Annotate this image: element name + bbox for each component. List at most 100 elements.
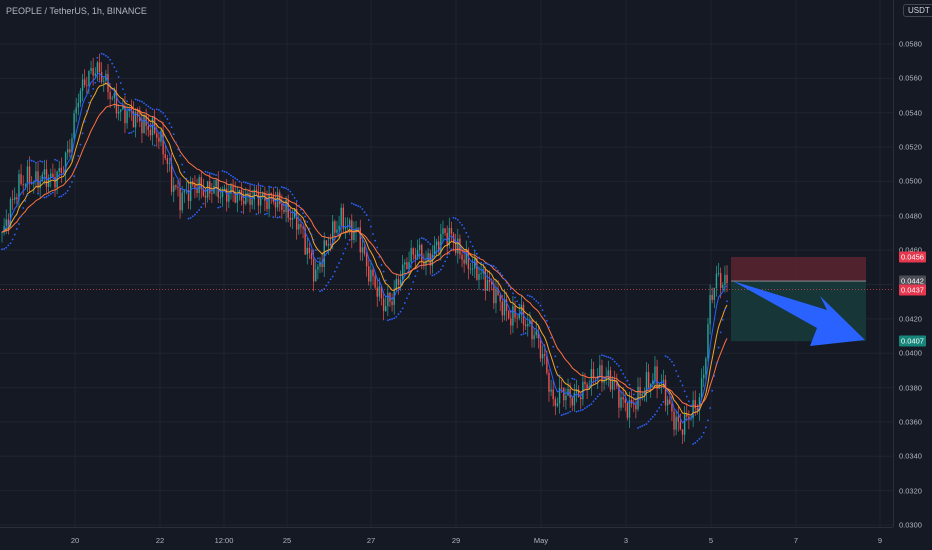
candle-body (558, 387, 561, 404)
sar-dot (645, 423, 648, 425)
sar-dot (145, 103, 148, 106)
sar-dot (372, 233, 374, 235)
sar-dot (141, 100, 143, 103)
currency-button[interactable]: USDT (903, 4, 932, 17)
candle-body (611, 380, 614, 390)
sar-dot (283, 186, 285, 189)
sar-dot (177, 148, 179, 151)
candle-body (298, 224, 300, 230)
sar-dot (554, 355, 557, 358)
candle-body (370, 269, 372, 282)
candle-body (249, 193, 251, 205)
candle-body (26, 166, 29, 185)
candle-body (168, 163, 171, 164)
ema-fast-line (1, 72, 728, 424)
candle-body (54, 177, 56, 188)
sar-dot (374, 239, 377, 242)
sar-dot (310, 233, 313, 236)
sar-dot (427, 241, 430, 243)
candle-body (450, 228, 453, 234)
candle-body (83, 79, 86, 85)
candle-body (461, 254, 463, 260)
candle-body (94, 73, 96, 76)
sar-dot (58, 196, 61, 198)
sar-dot (630, 388, 633, 391)
candle-body (247, 193, 249, 194)
sar-dot (172, 133, 175, 135)
sar-dot (707, 419, 709, 422)
candle-body (495, 288, 497, 304)
candle-body (266, 200, 268, 209)
candle-body (232, 185, 234, 192)
candle-body (24, 184, 27, 186)
candle-body (321, 262, 323, 267)
sar-dot (75, 165, 78, 168)
sar-dot (223, 170, 226, 173)
sar-dot (344, 247, 347, 250)
candle-body (713, 287, 716, 300)
sar-dot (121, 88, 124, 91)
price-tick-label: 0.0460 (899, 245, 922, 255)
candle-body (361, 247, 364, 253)
sar-dot (302, 212, 304, 215)
candle-body (365, 253, 368, 267)
candle-body (518, 314, 520, 319)
sar-dot (656, 410, 658, 413)
candle-body (151, 117, 154, 136)
candle-body (550, 389, 552, 392)
candle-body (92, 68, 94, 76)
sar-dot (1, 248, 3, 251)
candle-body (467, 249, 470, 270)
candle-body (86, 84, 88, 86)
candle-body (251, 199, 253, 205)
sar-dot (20, 215, 22, 218)
sar-dot (399, 310, 402, 313)
sar-dot (128, 132, 131, 135)
sar-dot (598, 393, 601, 396)
sar-dot (329, 278, 332, 281)
price-axis[interactable]: 0.0580 0.0560 0.0540 0.0520 0.0500 0.0480 0.04… (893, 0, 932, 530)
sar-dot (637, 427, 639, 429)
sar-dot (651, 415, 654, 418)
sar-dot (3, 248, 6, 250)
candle-body (620, 397, 622, 408)
sar-dot (353, 203, 355, 206)
sar-dot (505, 281, 508, 284)
chart-plot-area[interactable] (0, 0, 893, 527)
candle-body (317, 266, 319, 270)
candle-body (41, 174, 43, 182)
price-chart[interactable] (0, 0, 893, 527)
candle-body (618, 385, 620, 408)
candle-body (329, 243, 332, 245)
sar-dot (437, 270, 440, 273)
sar-dot (60, 195, 63, 198)
sar-dot (11, 238, 14, 241)
candle-body (122, 105, 124, 110)
sar-dot (47, 194, 50, 197)
candle-body (493, 284, 495, 304)
candle-body (406, 262, 408, 270)
time-axis[interactable]: 20 22 12:00 25 27 29 May 3 5 7 9 (0, 527, 893, 550)
sar-dot (626, 379, 629, 382)
candle-body (198, 177, 200, 194)
candle-body (7, 219, 10, 226)
sar-dot (533, 298, 536, 300)
sar-dot (83, 120, 86, 123)
sar-dot (367, 219, 370, 221)
sar-dot (571, 377, 574, 380)
candle-body (179, 188, 181, 211)
candle-body (696, 408, 699, 411)
candle-body (565, 395, 567, 401)
price-tick-label: 0.0300 (899, 520, 922, 530)
sar-dot (54, 158, 56, 161)
sar-dot (119, 82, 122, 84)
candle-body (652, 380, 654, 384)
candle-body (189, 181, 192, 201)
sar-dot (227, 173, 230, 175)
sar-dot (431, 274, 434, 277)
candle-body (117, 111, 120, 114)
candle-body (382, 298, 385, 311)
candle-body (404, 262, 406, 265)
candle-body (541, 354, 544, 359)
candle-body (580, 397, 582, 400)
